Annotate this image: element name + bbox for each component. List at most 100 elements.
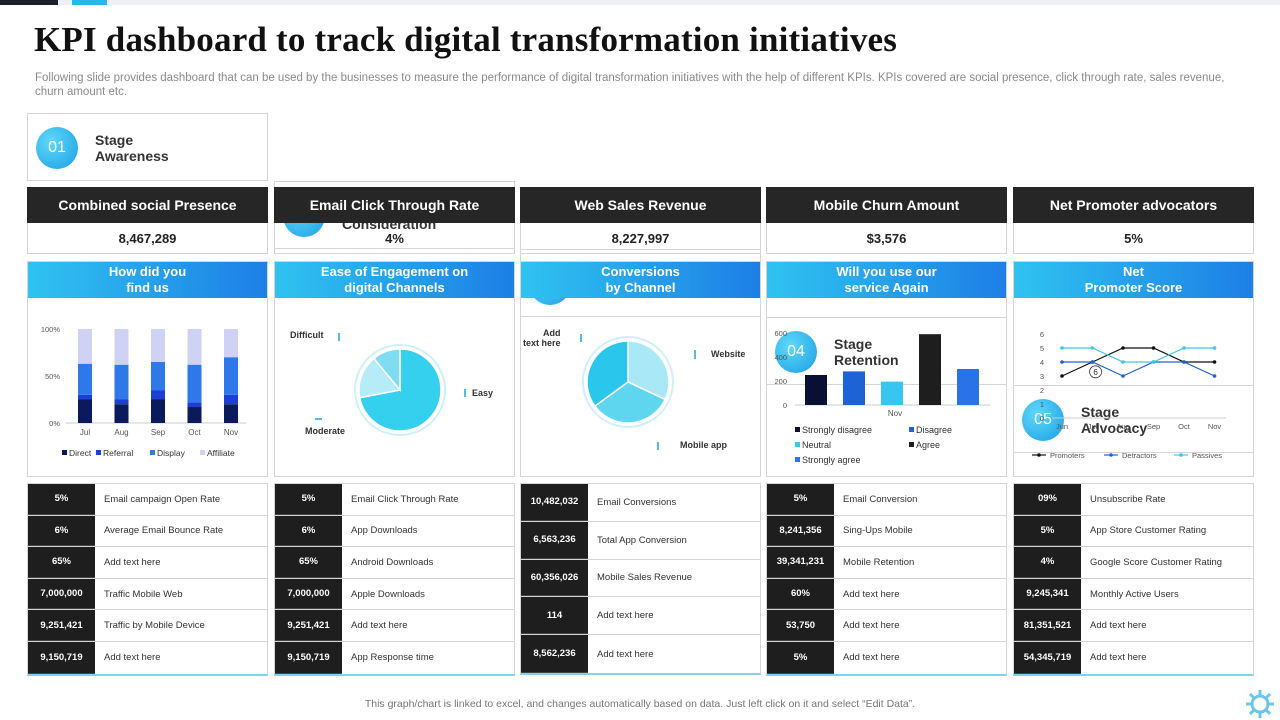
table-row: 09% Unsubscribe Rate bbox=[1014, 484, 1253, 516]
line-point[interactable] bbox=[1060, 374, 1064, 378]
legend-label: Disagree bbox=[916, 425, 952, 435]
table-value: 5% bbox=[28, 484, 95, 515]
bar-strongly-agree[interactable] bbox=[957, 369, 979, 405]
bar-display-sep[interactable] bbox=[151, 361, 165, 391]
line-point[interactable] bbox=[1060, 360, 1064, 364]
bar-direct-jul[interactable] bbox=[78, 399, 92, 424]
bar-referral-nov[interactable] bbox=[224, 394, 238, 405]
line-point[interactable] bbox=[1121, 360, 1125, 364]
bar-display-oct[interactable] bbox=[187, 364, 202, 403]
stage-line-1: Stage bbox=[95, 132, 134, 148]
legend-label: Promoters bbox=[1050, 451, 1085, 460]
line-point[interactable] bbox=[1212, 360, 1217, 364]
table-row: 6% Average Email Bounce Rate bbox=[28, 515, 267, 548]
kpi-header: Email Click Through Rate bbox=[274, 187, 515, 223]
line-point[interactable] bbox=[1151, 346, 1156, 350]
bar-affiliate-nov[interactable] bbox=[224, 329, 238, 358]
legend-swatch bbox=[795, 457, 800, 462]
line-point[interactable] bbox=[1182, 346, 1186, 350]
table-value: 5% bbox=[275, 484, 342, 515]
table-value: 9,251,421 bbox=[28, 610, 95, 641]
gear-icon[interactable] bbox=[1244, 688, 1276, 720]
bar-strongly-disagree[interactable] bbox=[805, 375, 827, 405]
line-passives[interactable] bbox=[1062, 347, 1215, 363]
y-tick-label: 0% bbox=[49, 419, 60, 428]
legend-label: Detractors bbox=[1122, 451, 1157, 460]
bar-referral-aug[interactable] bbox=[114, 399, 129, 405]
table-label: Total App Conversion bbox=[597, 534, 687, 546]
y-tick-label: 100% bbox=[41, 325, 61, 334]
chart-3-svg[interactable]: Website Mobile app Add text here bbox=[521, 298, 760, 476]
bar-display-nov[interactable] bbox=[224, 357, 238, 395]
table-label: Add text here bbox=[597, 648, 654, 660]
bar-referral-oct[interactable] bbox=[187, 402, 202, 408]
bar-neutral[interactable] bbox=[881, 381, 903, 405]
pie-label-website: Website bbox=[711, 349, 745, 359]
kpi-value: 8,227,997 bbox=[520, 223, 761, 254]
bar-affiliate-jul[interactable] bbox=[78, 329, 92, 364]
legend-label: Direct bbox=[69, 448, 92, 458]
line-point[interactable] bbox=[1060, 346, 1064, 350]
bar-direct-aug[interactable] bbox=[114, 404, 129, 423]
chart-panel-3: Conversions by Channel Website Mobile app Ad… bbox=[520, 261, 761, 477]
kpi-header: Mobile Churn Amount bbox=[766, 187, 1007, 223]
table-row: 5% App Store Customer Rating bbox=[1014, 515, 1253, 548]
y-tick-label: 5 bbox=[1040, 344, 1044, 353]
line-point[interactable] bbox=[1090, 360, 1095, 364]
bar-affiliate-aug[interactable] bbox=[114, 329, 129, 365]
bar-affiliate-oct[interactable] bbox=[187, 329, 202, 365]
y-tick-label: 50% bbox=[45, 372, 60, 381]
x-tick-label: Aug bbox=[1116, 422, 1129, 431]
x-tick-label: Jul bbox=[1088, 422, 1098, 431]
bar-display-jul[interactable] bbox=[78, 363, 92, 395]
bar-disagree[interactable] bbox=[843, 371, 865, 405]
chart-panel-5: Net Promoter Score 0 1 2 3 4 5 6 Jun Jul Aug Sep Oct N… bbox=[1013, 261, 1254, 477]
pie-slice-difficult[interactable] bbox=[372, 348, 401, 393]
line-point[interactable] bbox=[1090, 346, 1095, 350]
bar-referral-sep[interactable] bbox=[151, 390, 165, 400]
line-point[interactable] bbox=[1151, 360, 1156, 364]
line-detractors[interactable] bbox=[1062, 361, 1215, 377]
kpi-table-5: 09% Unsubscribe Rate 5% App Store Customer … bbox=[1013, 483, 1254, 676]
chart-4-svg[interactable]: 0 200 400 600 Nov Strongly disagree Disagree Ne… bbox=[767, 298, 1006, 476]
line-point[interactable] bbox=[1212, 374, 1217, 378]
legend-swatch bbox=[62, 450, 67, 455]
table-row: 9,251,421 Traffic by Mobile Device bbox=[28, 610, 267, 642]
pie-slice-moderate[interactable] bbox=[358, 357, 402, 399]
bar-display-aug[interactable] bbox=[114, 364, 129, 400]
line-point[interactable] bbox=[1121, 374, 1125, 378]
chart-5-svg[interactable]: 0 1 2 3 4 5 6 Jun Jul Aug Sep Oct Nov 6 Promoters Detra… bbox=[1014, 298, 1253, 476]
table-row: 5% Email campaign Open Rate bbox=[28, 484, 267, 516]
chart-panel-4: Will you use our service Again 0 200 400 600 N… bbox=[766, 261, 1007, 477]
pie-slice-add-text-here[interactable] bbox=[586, 340, 629, 408]
table-label: Email campaign Open Rate bbox=[104, 493, 221, 505]
kpi-header: Combined social Presence bbox=[27, 187, 268, 223]
table-label: Traffic by Mobile Device bbox=[104, 620, 205, 632]
line-point[interactable] bbox=[1182, 360, 1186, 364]
table-row: 9,150,719 App Response time bbox=[275, 641, 514, 674]
chart-title: Ease of Engagement on digital Channels bbox=[275, 262, 514, 298]
line-promoters[interactable] bbox=[1061, 347, 1215, 377]
table-value: 5% bbox=[767, 641, 834, 674]
table-label: Add text here bbox=[1090, 652, 1147, 664]
table-row: 5% Email Conversion bbox=[767, 484, 1006, 516]
bar-direct-sep[interactable] bbox=[151, 399, 165, 424]
line-point[interactable] bbox=[1121, 346, 1125, 350]
chart-1-svg[interactable]: 0% 50% 100% Jul Aug Sep Oct Nov Direct Referral Di… bbox=[28, 298, 267, 476]
chart-2-svg[interactable]: Easy Moderate Difficult bbox=[275, 298, 514, 476]
table-label: Android Downloads bbox=[351, 556, 434, 568]
pie-slice-mobile-app[interactable] bbox=[593, 381, 667, 424]
bar-agree[interactable] bbox=[919, 334, 941, 405]
table-row: 54,345,719 Add text here bbox=[1014, 641, 1253, 674]
chart-title-line-1: How did you bbox=[108, 264, 187, 279]
bar-affiliate-sep[interactable] bbox=[151, 329, 165, 362]
chart-title: Conversions by Channel bbox=[521, 262, 760, 298]
bar-direct-oct[interactable] bbox=[187, 407, 202, 423]
table-label: Add text here bbox=[1090, 620, 1147, 632]
bar-referral-jul[interactable] bbox=[78, 394, 92, 400]
line-point[interactable] bbox=[1212, 346, 1217, 350]
kpi-value: 5% bbox=[1013, 223, 1254, 254]
table-value: 65% bbox=[28, 547, 95, 578]
pie-slice-website[interactable] bbox=[627, 340, 670, 401]
bar-direct-nov[interactable] bbox=[224, 404, 238, 423]
